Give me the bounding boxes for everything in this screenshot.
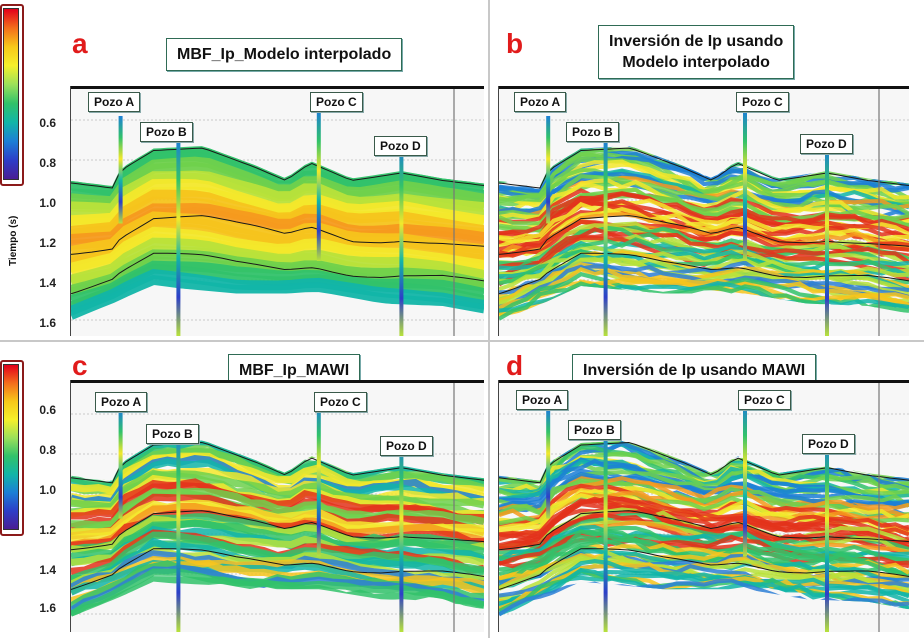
well-label-d-pozo-d: Pozo D [802, 434, 855, 454]
seismic-section-d [498, 380, 909, 632]
well-label-b-pozo-c: Pozo C [736, 92, 789, 112]
panel-letter-b: b [506, 28, 524, 59]
time-tick-c-0.8: 0.8 [39, 443, 56, 457]
panel-letter-a: a [72, 28, 88, 59]
well-label-a-pozo-d: Pozo D [374, 136, 427, 156]
seismic-section-c-image [71, 380, 484, 632]
well-label-b-pozo-b: Pozo B [566, 122, 619, 142]
seismic-section-b-image [499, 86, 909, 336]
time-tick-a-1.0: 1.0 [39, 196, 56, 210]
panel-separator-horizontal [0, 340, 924, 342]
well-label-a-pozo-a: Pozo A [88, 92, 141, 112]
seismic-section-a-image [71, 86, 484, 336]
time-tick-c-0.6: 0.6 [39, 403, 56, 417]
time-tick-c-1.6: 1.6 [39, 601, 56, 615]
well-label-a-pozo-c: Pozo C [310, 92, 363, 112]
time-tick-a-1.6: 1.6 [39, 316, 56, 330]
well-label-a-pozo-b: Pozo B [140, 122, 193, 142]
time-tick-c-1.2: 1.2 [39, 523, 56, 537]
axis-title-time: Tiempo (s) [8, 215, 19, 266]
well-label-d-pozo-a: Pozo A [516, 390, 569, 410]
seismic-section-a [70, 86, 484, 336]
well-label-b-pozo-d: Pozo D [800, 134, 853, 154]
well-label-d-pozo-b: Pozo B [568, 420, 621, 440]
seismic-section-c [70, 380, 484, 632]
panel-letter-d: d [506, 350, 524, 381]
panel-title-b-line-2: Modelo interpolado [622, 54, 770, 71]
seismic-section-d-image [499, 380, 909, 632]
time-tick-a-0.6: 0.6 [39, 116, 56, 130]
well-label-c-pozo-c: Pozo C [314, 392, 367, 412]
seismic-section-b [498, 86, 909, 336]
time-tick-c-1.0: 1.0 [39, 483, 56, 497]
well-label-b-pozo-a: Pozo A [514, 92, 567, 112]
panel-title-b: Inversión de Ip usando Modelo interpolad… [598, 25, 795, 79]
time-tick-a-1.4: 1.4 [39, 276, 56, 290]
time-tick-a-0.8: 0.8 [39, 156, 56, 170]
panel-title-d-line-1: Inversión de Ip usando MAWI [583, 362, 806, 379]
time-tick-a-1.2: 1.2 [39, 236, 56, 250]
panel-separator-vertical [488, 0, 490, 638]
well-label-c-pozo-d: Pozo D [380, 436, 433, 456]
well-label-c-pozo-a: Pozo A [95, 392, 148, 412]
panel-letter-c: c [72, 350, 88, 381]
well-label-d-pozo-c: Pozo C [738, 390, 791, 410]
colorbar-top [3, 8, 19, 180]
colorbar-bottom [3, 364, 19, 530]
panel-title-a-line-1: MBF_Ip_Modelo interpolado [177, 46, 392, 63]
panel-title-b-line-1: Inversión de Ip usando [609, 33, 784, 50]
panel-title-a: MBF_Ip_Modelo interpolado [166, 38, 403, 71]
panel-title-c-line-1: MBF_Ip_MAWI [239, 362, 350, 379]
well-label-c-pozo-b: Pozo B [146, 424, 199, 444]
time-tick-c-1.4: 1.4 [39, 563, 56, 577]
